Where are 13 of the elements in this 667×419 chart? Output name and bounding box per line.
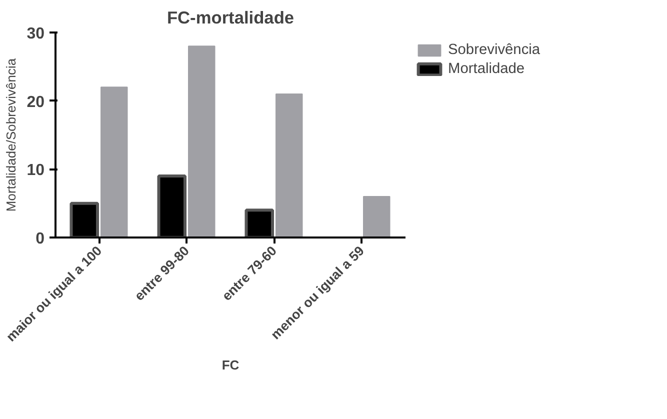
y-tick-label: 20 <box>26 94 45 111</box>
x-axis-title: FC <box>222 358 240 373</box>
bar <box>363 196 390 238</box>
legend-label: Mortalidade <box>448 61 525 77</box>
bar <box>100 86 128 238</box>
bar <box>276 94 303 238</box>
y-tick-label: 0 <box>36 230 45 248</box>
y-axis-title: Mortalidade/Sobrevivência <box>4 58 19 212</box>
chart-title: FC-mortalidade <box>166 8 294 28</box>
legend-label: Sobrevivência <box>448 42 540 58</box>
y-tick-label: 10 <box>26 162 45 180</box>
bar <box>188 46 216 238</box>
y-tick-label: 30 <box>26 26 45 42</box>
